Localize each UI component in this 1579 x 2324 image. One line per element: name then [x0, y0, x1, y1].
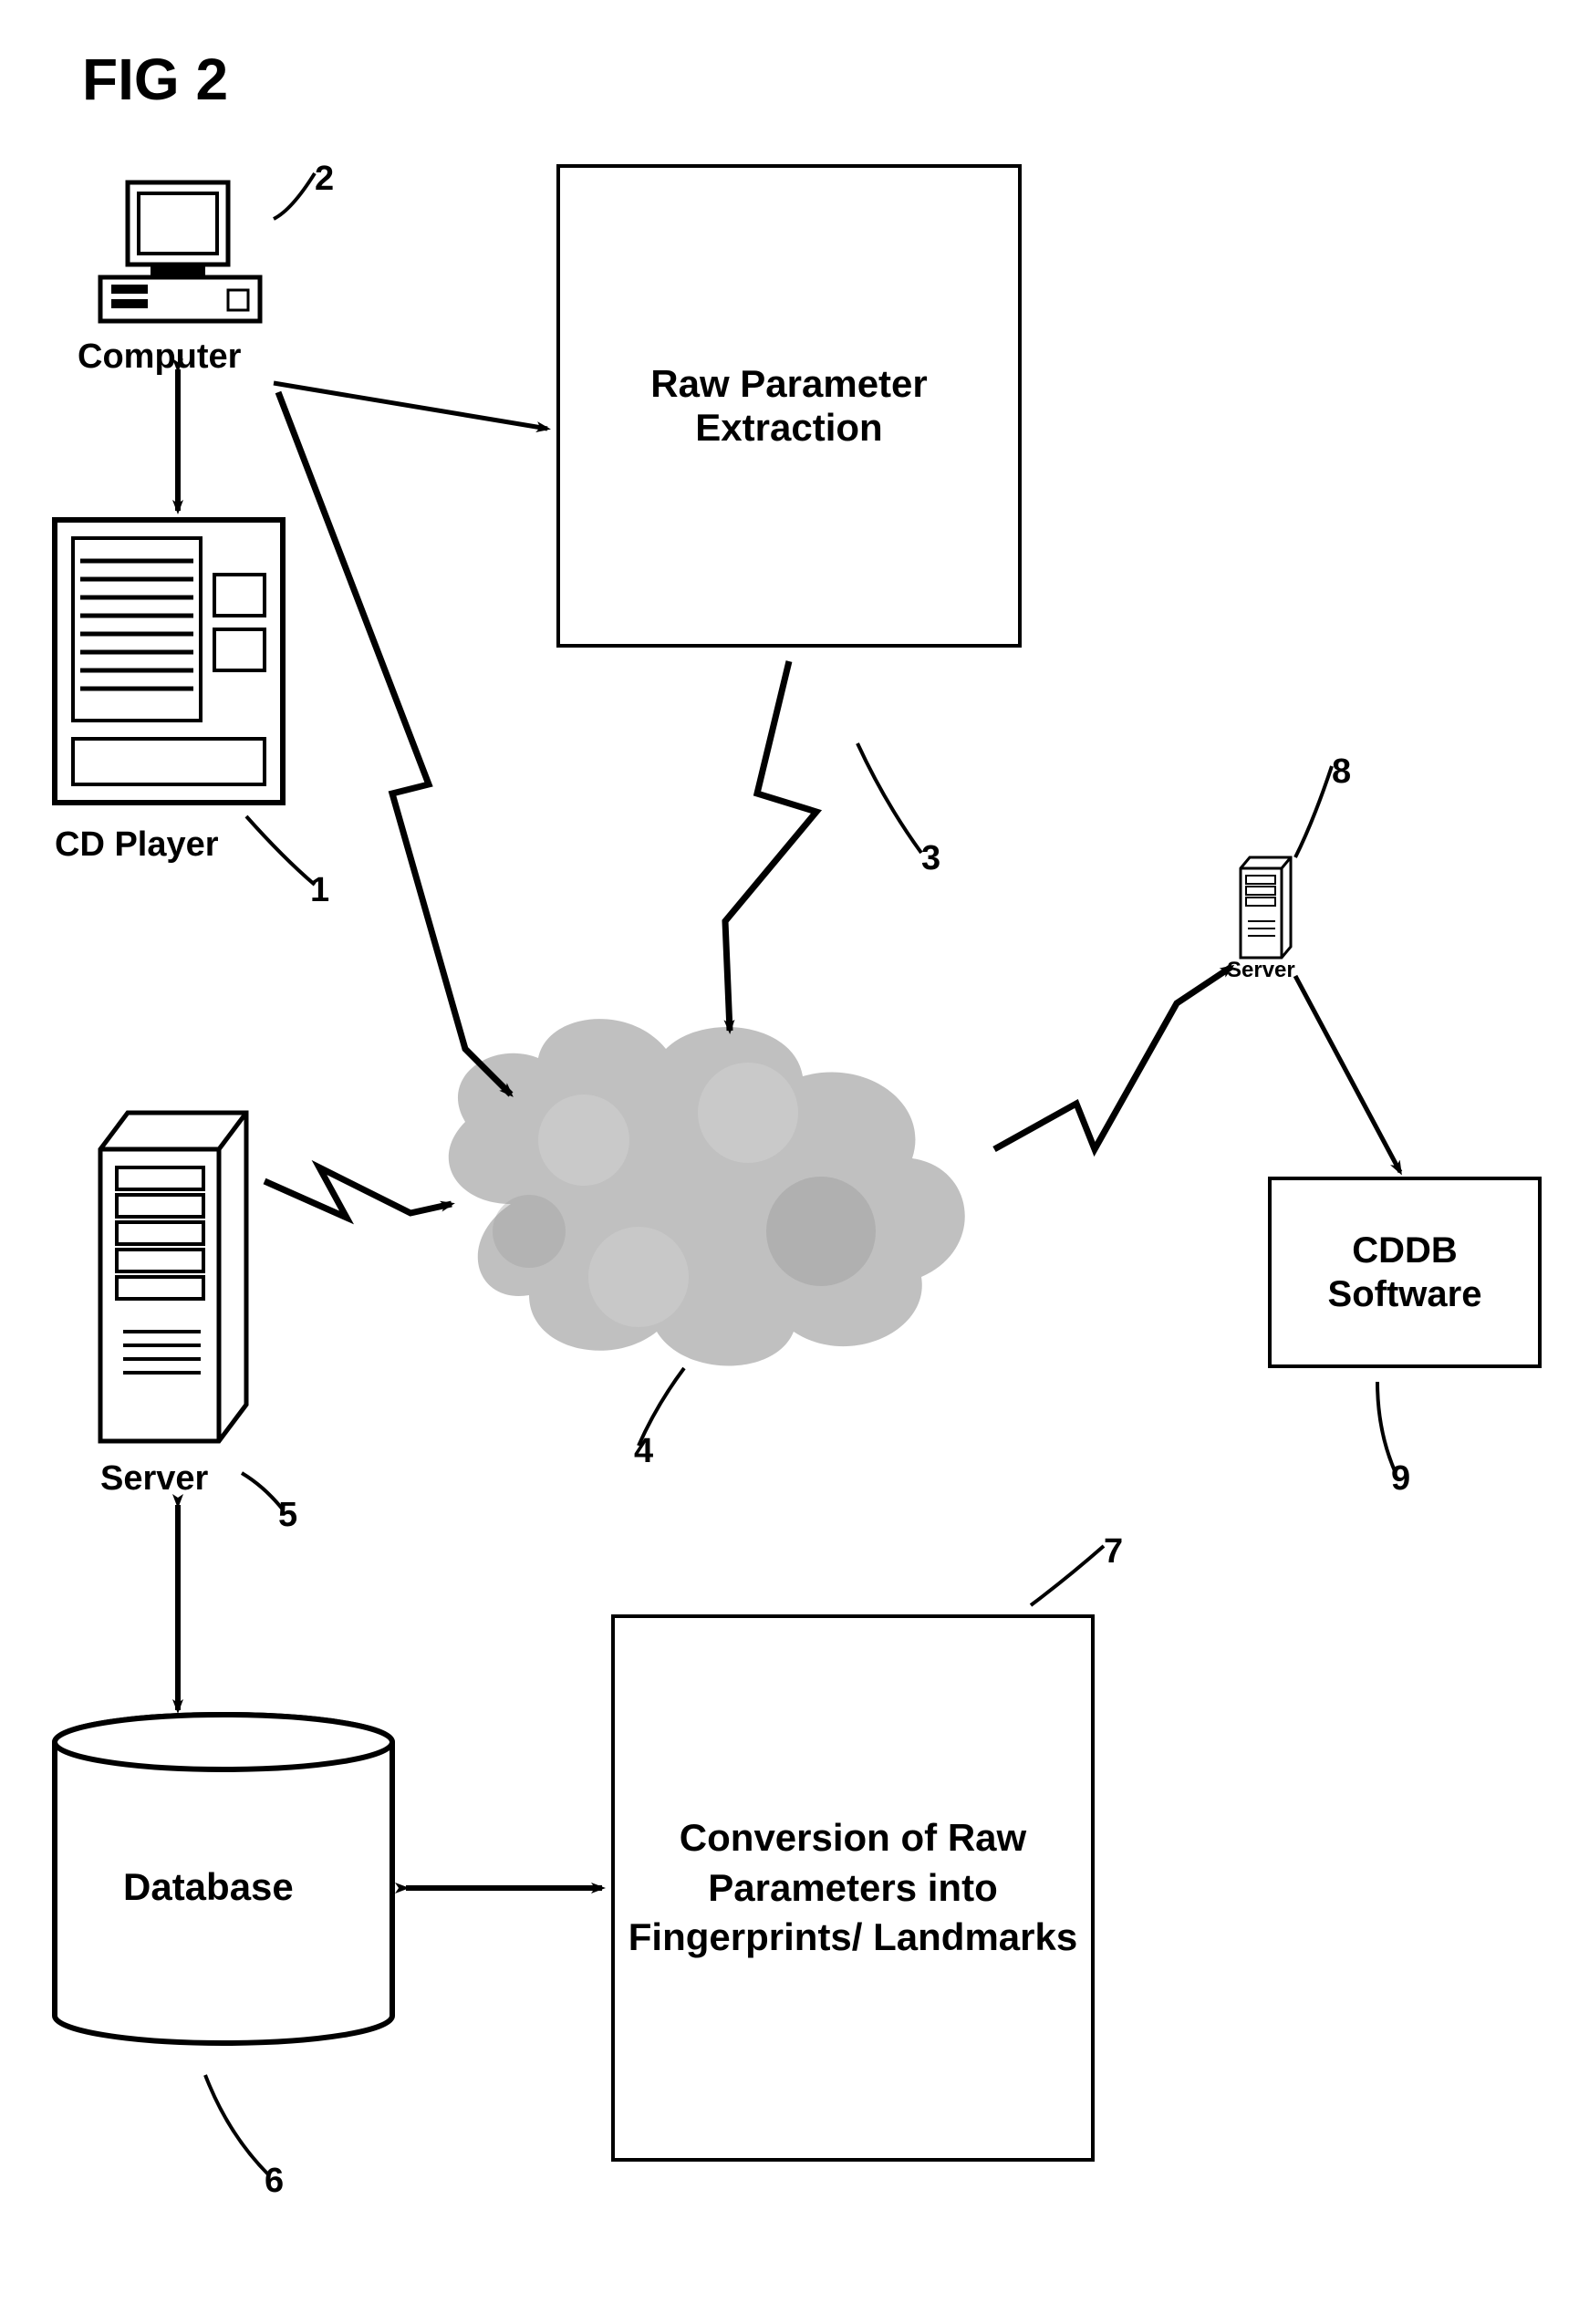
ref-6: 6: [265, 2162, 284, 2201]
conversion-box: Conversion of Raw Parameters into Finger…: [611, 1614, 1095, 2162]
server-left-icon: [100, 1113, 246, 1441]
conversion-label: Conversion of Raw Parameters into Finger…: [624, 1813, 1082, 1963]
diagram-canvas: FIG 2: [0, 0, 1579, 2324]
cddb-label: CDDB Software: [1281, 1229, 1529, 1316]
server-right-label: Server: [1227, 958, 1295, 983]
server-left-label: Server: [100, 1459, 208, 1499]
raw-extraction-box: Raw Parameter Extraction: [556, 164, 1022, 648]
ref-8: 8: [1332, 752, 1351, 792]
server-right-icon: [1241, 857, 1291, 958]
ref-2: 2: [315, 160, 334, 199]
computer-label: Computer: [78, 337, 241, 377]
ref-9: 9: [1391, 1459, 1410, 1499]
ref-7: 7: [1104, 1532, 1123, 1572]
cd-player-label: CD Player: [55, 825, 219, 865]
raw-extraction-label: Raw Parameter Extraction: [569, 362, 1009, 450]
cddb-box: CDDB Software: [1268, 1177, 1542, 1368]
database-label: Database: [123, 1865, 294, 1909]
ref-3: 3: [921, 839, 940, 878]
computer-icon: [100, 182, 260, 321]
cloud-icon: [449, 1019, 965, 1365]
cd-player-icon: [55, 520, 283, 803]
ref-1: 1: [310, 871, 329, 910]
ref-4: 4: [634, 1432, 653, 1471]
ref-5: 5: [278, 1496, 297, 1535]
